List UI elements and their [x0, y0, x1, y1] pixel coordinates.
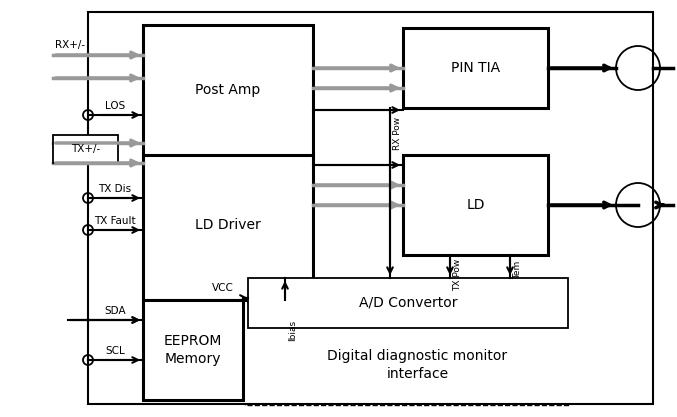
Text: EEPROM
Memory: EEPROM Memory: [164, 334, 222, 366]
Text: Tem: Tem: [513, 261, 522, 279]
Text: SDA: SDA: [104, 306, 126, 316]
Text: LOS: LOS: [105, 101, 125, 111]
Text: LD: LD: [466, 198, 485, 212]
Text: SCL: SCL: [105, 346, 125, 356]
Bar: [53, 135, 118, 163]
Text: Digital diagnostic monitor
interface: Digital diagnostic monitor interface: [328, 349, 508, 381]
Text: TX Dis: TX Dis: [98, 184, 131, 194]
Bar: [403, 28, 548, 108]
Bar: [143, 300, 243, 400]
Text: TX+/-: TX+/-: [71, 144, 101, 154]
Bar: [88, 12, 653, 404]
Text: VCC: VCC: [212, 283, 234, 293]
Text: Post Amp: Post Amp: [196, 83, 261, 97]
Text: PIN TIA: PIN TIA: [451, 61, 500, 75]
Bar: [245, 275, 570, 405]
Text: TX Fault: TX Fault: [94, 216, 136, 226]
Text: RX Pow: RX Pow: [393, 116, 402, 150]
Bar: [403, 155, 548, 255]
Text: LD Driver: LD Driver: [195, 218, 261, 232]
Text: TX Pow: TX Pow: [453, 259, 462, 291]
Text: Ibias: Ibias: [288, 319, 297, 341]
Text: A/D Convertor: A/D Convertor: [359, 296, 457, 310]
Text: RX+/-: RX+/-: [55, 40, 85, 50]
Bar: [248, 278, 568, 328]
Bar: [143, 25, 313, 300]
